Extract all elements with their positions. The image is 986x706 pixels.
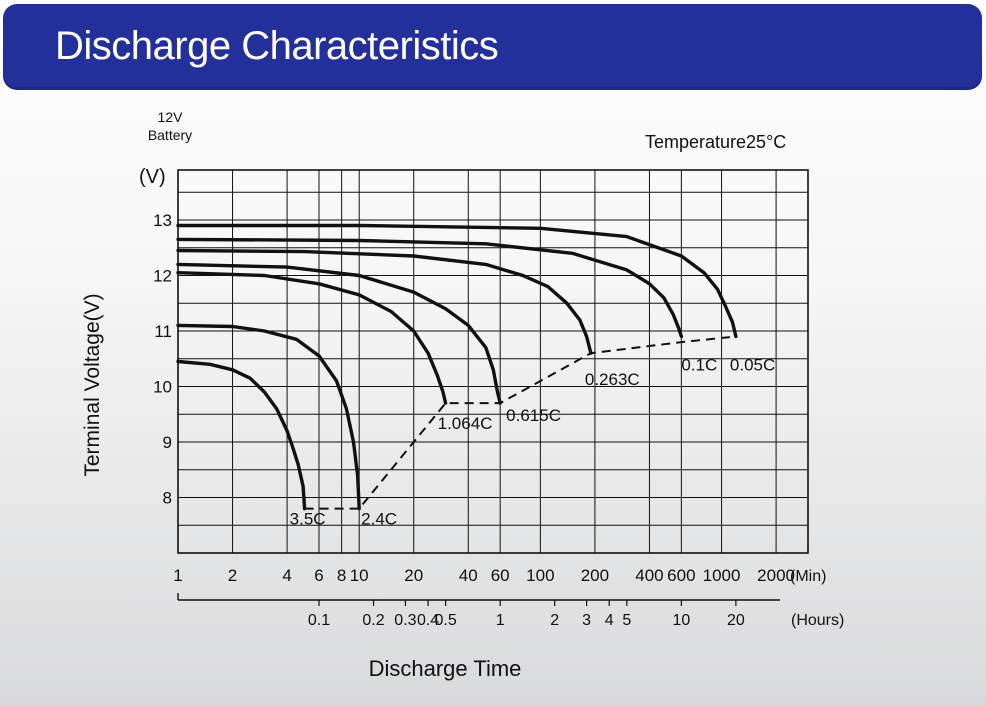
- series-label-3.5C: 3.5C: [290, 510, 326, 529]
- x-tick-label-min: 1: [173, 566, 182, 585]
- x-tick-label-min: 100: [526, 566, 554, 585]
- series-line-3.5C: [176, 359, 307, 511]
- series-label-1.064C: 1.064C: [438, 414, 493, 433]
- y-tick-label: 12: [153, 266, 172, 285]
- x-unit-hours: (Hours): [791, 612, 844, 629]
- series-line-0.1C: [176, 237, 684, 339]
- series-line-0.263C: [176, 248, 593, 355]
- y-tick-label: 8: [163, 488, 172, 507]
- x-tick-label-hours: 10: [672, 612, 690, 629]
- series-line-1.064C: [176, 271, 448, 405]
- x-unit-min: (Min): [790, 568, 826, 585]
- x-tick-label-min: 2: [228, 566, 237, 585]
- temperature-unit: °C: [766, 132, 786, 152]
- x-tick-label-hours: 0.4: [417, 612, 439, 629]
- series-label-0.05C: 0.05C: [730, 356, 775, 375]
- x-tick-label-hours: 20: [727, 612, 745, 629]
- x-tick-label-hours: 0.1: [308, 612, 330, 629]
- chart-labels: 1 2 4 6 8 10 20 40 60 100 200 400 600 1000 20001312111…: [153, 211, 795, 629]
- title-banner: Discharge Characteristics: [3, 4, 982, 90]
- x-tick-label-hours: 1: [496, 612, 505, 629]
- y-unit-label: (V): [139, 166, 166, 188]
- series-label-0.615C: 0.615C: [506, 406, 561, 425]
- y-tick-label: 10: [153, 377, 172, 396]
- x-tick-label-hours: 2: [550, 612, 559, 629]
- x-tick-label-min: 20: [404, 566, 423, 585]
- chart-grid: [177, 169, 809, 554]
- x-tick-label-hours: 0.3: [394, 612, 416, 629]
- temperature-label: Temperature25°C: [645, 132, 786, 152]
- battery-label-line1: 12V: [158, 109, 184, 125]
- x-tick-label-min: 600: [667, 566, 695, 585]
- y-axis-title: Terminal Voltage(V): [81, 293, 104, 476]
- x-tick-label-min: 2000: [757, 566, 795, 585]
- x-tick-label-min: 6: [314, 566, 323, 585]
- x-tick-label-hours: 4: [605, 612, 614, 629]
- x-tick-label-min: 4: [282, 566, 291, 585]
- x-tick-label-hours: 0.5: [435, 612, 457, 629]
- y-tick-label: 13: [153, 211, 172, 230]
- discharge-curves: [176, 223, 738, 511]
- series-line-0.05C: [176, 223, 738, 339]
- x-tick-label-min: 40: [459, 566, 478, 585]
- series-line-0.615C: [176, 262, 502, 405]
- temperature-value: Temperature25: [645, 132, 766, 152]
- x-tick-label-min: 200: [581, 566, 609, 585]
- y-tick-label: 11: [154, 322, 172, 341]
- x-tick-label-min: 1000: [703, 566, 741, 585]
- battery-label-line2: Battery: [148, 127, 192, 143]
- x-tick-label-hours: 3: [582, 612, 591, 629]
- series-line-2.4C: [176, 323, 361, 511]
- end-voltage-dashed-line: [304, 335, 737, 510]
- series-label-0.263C: 0.263C: [585, 370, 640, 389]
- x-axis-title: Discharge Time: [369, 656, 522, 681]
- x-tick-label-min: 10: [350, 566, 369, 585]
- y-tick-label: 9: [163, 433, 172, 452]
- series-label-2.4C: 2.4C: [361, 510, 397, 529]
- x-tick-label-min: 400: [635, 566, 663, 585]
- x-tick-label-min: 8: [337, 566, 346, 585]
- series-label-0.1C: 0.1C: [681, 356, 717, 375]
- x-tick-label-hours: 0.2: [362, 612, 384, 629]
- x-tick-label-hours: 5: [622, 612, 631, 629]
- x-tick-label-min: 60: [491, 566, 510, 585]
- page-title: Discharge Characteristics: [55, 24, 499, 68]
